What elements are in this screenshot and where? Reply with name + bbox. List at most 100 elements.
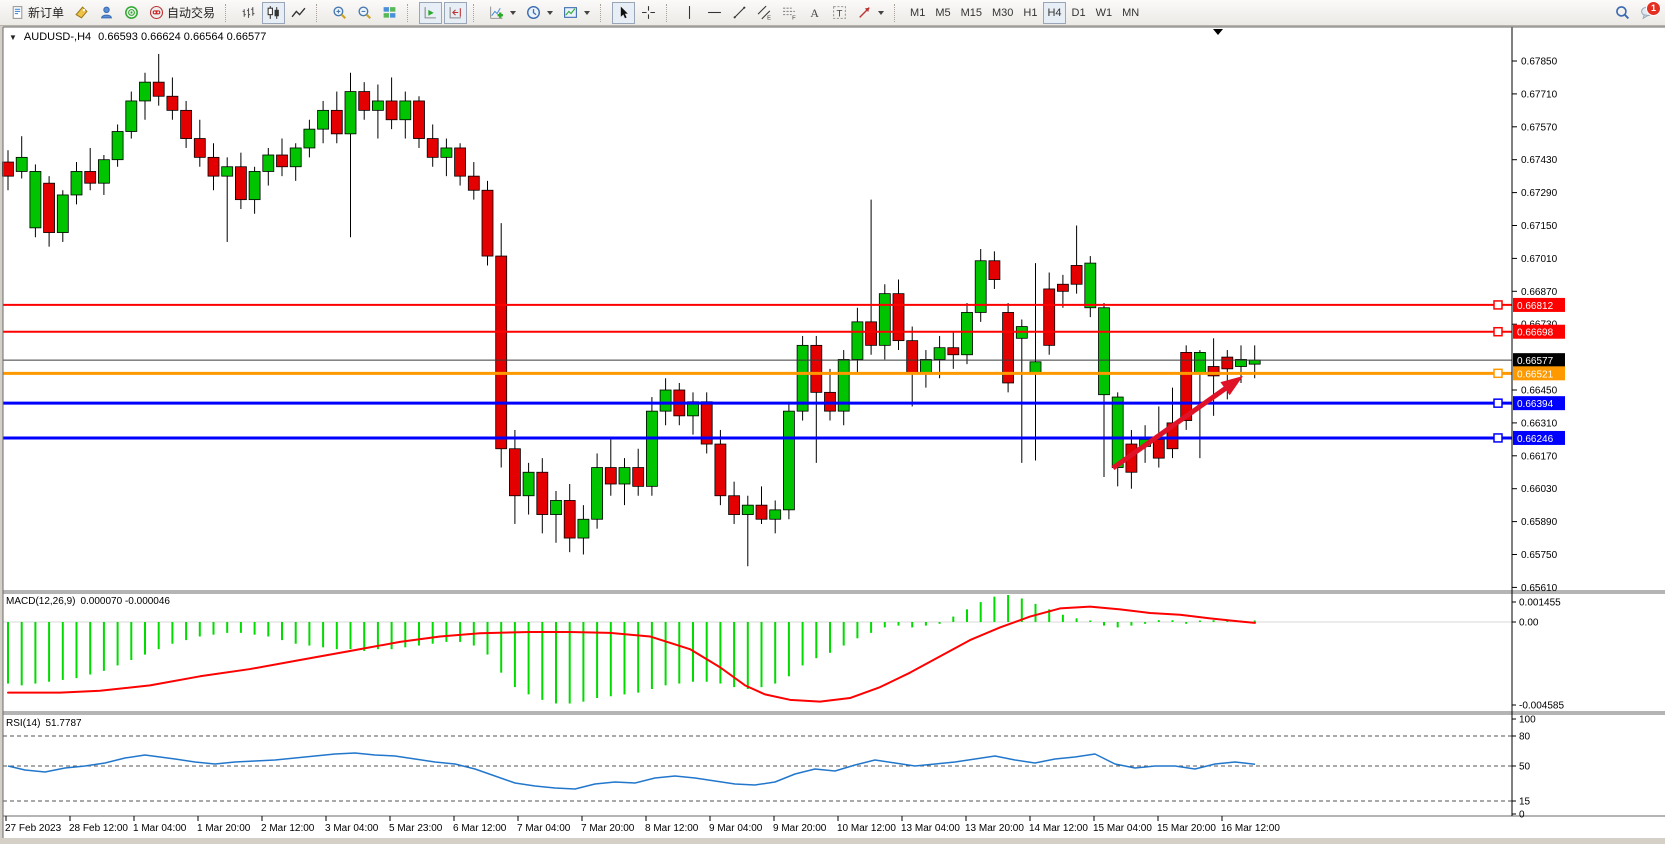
candle-bearish — [330, 109, 343, 135]
price-tag-label: 0.66394 — [1517, 399, 1554, 410]
candle-bullish — [1029, 361, 1042, 374]
candle-bearish — [1070, 265, 1083, 285]
price-tag — [1513, 430, 1565, 445]
candle-bullish — [371, 100, 384, 111]
line-handle[interactable] — [1493, 326, 1503, 337]
timeframe-w1-button[interactable]: W1 — [1092, 2, 1117, 24]
toolbar-separator — [894, 3, 901, 22]
bar-chart-button[interactable] — [237, 2, 260, 24]
line-handle[interactable] — [1493, 368, 1503, 379]
price-tick-label: 0.67010 — [1521, 254, 1558, 265]
zoom-out-button[interactable] — [353, 2, 376, 24]
price-tag-label: 0.66521 — [1517, 369, 1554, 380]
community-button[interactable] — [95, 2, 118, 24]
timeframe-h1-button-label: H1 — [1023, 6, 1038, 19]
candles-icon — [266, 5, 281, 20]
timeframe-h4-button[interactable]: H4 — [1043, 1, 1066, 24]
price-tag — [1513, 366, 1565, 381]
timeframe-d1-button[interactable]: D1 — [1068, 2, 1090, 24]
candle-bearish — [1043, 288, 1056, 346]
text-label-button[interactable]: T — [828, 2, 851, 24]
timeframe-d1-button-label: D1 — [1071, 6, 1086, 19]
timeframe-w1-button-label: W1 — [1095, 6, 1113, 19]
candle-bullish — [289, 147, 302, 168]
search-button[interactable] — [1611, 2, 1634, 24]
indicators-button[interactable] — [485, 2, 520, 24]
line-handle[interactable] — [1493, 433, 1503, 443]
timeframe-m1-button-label: M1 — [910, 6, 926, 19]
price-tag — [1513, 324, 1565, 339]
toolbar-separator — [407, 3, 414, 22]
timeframe-m5-button[interactable]: M5 — [931, 2, 954, 24]
candle-bearish — [207, 156, 220, 177]
candle-bullish — [70, 171, 83, 196]
arrows-button[interactable] — [853, 2, 888, 24]
candle-bullish — [1248, 359, 1261, 365]
vertical-line-button[interactable] — [678, 2, 701, 24]
timeframe-m30-button[interactable]: M30 — [988, 2, 1017, 24]
time-tick-label: 28 Feb 12:00 — [69, 823, 128, 834]
candle-bearish — [563, 500, 576, 539]
chevron-down-icon — [584, 10, 591, 15]
candle-bearish — [508, 448, 521, 497]
new-order-button[interactable]: 新订单 — [6, 2, 68, 24]
tile-windows-button[interactable] — [378, 2, 401, 24]
timeframe-m15-button[interactable]: M15 — [957, 2, 986, 24]
timeframe-h1-button[interactable]: H1 — [1019, 2, 1041, 24]
profile-button[interactable] — [70, 2, 93, 24]
toolbar-separator — [600, 3, 607, 22]
price-tag-label: 0.66812 — [1517, 301, 1554, 312]
auto-trading-button[interactable]: 自动交易 — [145, 2, 219, 24]
symbol-dropdown-icon[interactable]: ▼ — [9, 32, 17, 42]
auto-scroll-button[interactable] — [419, 1, 443, 24]
autoscroll-icon — [423, 5, 438, 20]
chevron-down-icon — [547, 10, 554, 15]
horizontal-line-button[interactable] — [703, 2, 726, 24]
notifications-button[interactable]: 1 — [1636, 0, 1661, 24]
candle-bearish — [755, 504, 768, 520]
line-handle[interactable] — [1493, 398, 1503, 408]
cursor-icon — [616, 5, 631, 20]
line-handle[interactable] — [1493, 300, 1503, 310]
price-tag — [1513, 353, 1565, 368]
zoom-in-button[interactable] — [328, 2, 351, 24]
trendline-button[interactable] — [728, 2, 751, 24]
candle-bearish — [454, 147, 467, 177]
templates-button[interactable] — [559, 2, 594, 24]
periods-button[interactable] — [522, 2, 557, 24]
chart-symbol-period: AUDUSD-,H4 — [23, 31, 92, 43]
trend-arrow-shaft[interactable] — [1111, 380, 1235, 471]
text-button[interactable]: A — [803, 2, 826, 24]
crosshair-button[interactable] — [637, 2, 660, 24]
cursor-button[interactable] — [612, 1, 636, 24]
trend-arrow-head[interactable] — [1220, 376, 1243, 396]
chevron-down-icon — [510, 10, 517, 15]
fibonacci-button[interactable]: F — [778, 2, 801, 24]
signals-button[interactable] — [120, 2, 143, 24]
timeframe-mn-button[interactable]: MN — [1118, 2, 1143, 24]
macd-name: MACD(12,26,9) — [6, 596, 76, 607]
candle-bullish — [1235, 359, 1247, 367]
candle-bearish — [810, 344, 823, 393]
candle-bullish — [248, 171, 261, 201]
chart-shift-button[interactable] — [444, 1, 468, 24]
candle-bearish — [632, 467, 645, 487]
shift-end-marker[interactable] — [1213, 29, 1223, 35]
time-tick-label: 7 Mar 04:00 — [517, 823, 571, 834]
channel-icon: E — [757, 5, 772, 20]
price-tag-label: 0.66577 — [1517, 356, 1554, 367]
channel-button[interactable]: E — [753, 2, 776, 24]
candle-bullish — [303, 128, 316, 149]
timeframe-m30-button-label: M30 — [992, 6, 1014, 19]
template-icon — [563, 5, 578, 20]
candlestick-chart-button[interactable] — [262, 1, 286, 24]
time-tick-label: 1 Mar 20:00 — [197, 823, 251, 834]
timeframe-m1-button[interactable]: M1 — [906, 2, 929, 24]
line-chart-button[interactable] — [287, 2, 310, 24]
candle-bearish — [467, 175, 480, 191]
time-tick-label: 9 Mar 04:00 — [709, 823, 763, 834]
rsi-scale-label: 80 — [1519, 732, 1531, 743]
candle-bearish — [413, 100, 425, 139]
candle-bearish — [536, 471, 549, 515]
